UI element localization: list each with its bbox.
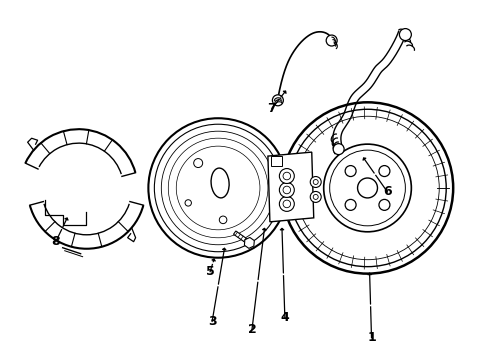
Circle shape (399, 28, 412, 41)
Polygon shape (245, 238, 254, 248)
Circle shape (379, 166, 390, 176)
Circle shape (324, 144, 412, 232)
Circle shape (161, 131, 275, 245)
Circle shape (283, 200, 291, 208)
Text: 4: 4 (280, 311, 289, 324)
Circle shape (148, 118, 288, 258)
Circle shape (330, 150, 405, 226)
Circle shape (345, 199, 356, 210)
Circle shape (282, 102, 453, 274)
Circle shape (176, 146, 260, 230)
Circle shape (168, 138, 268, 238)
Circle shape (310, 176, 321, 188)
Circle shape (296, 116, 439, 260)
Text: 2: 2 (247, 323, 256, 336)
Circle shape (220, 216, 227, 224)
Circle shape (283, 186, 291, 194)
Text: 6: 6 (383, 185, 392, 198)
Polygon shape (234, 231, 250, 244)
Circle shape (279, 168, 294, 184)
Text: 8: 8 (51, 235, 60, 248)
Text: 1: 1 (367, 331, 376, 344)
Circle shape (358, 178, 377, 198)
Circle shape (289, 109, 446, 267)
Circle shape (310, 192, 321, 202)
Circle shape (154, 124, 282, 252)
Text: 7: 7 (268, 102, 276, 115)
Polygon shape (268, 152, 314, 222)
Circle shape (326, 35, 337, 46)
Text: 5: 5 (206, 265, 215, 278)
Circle shape (313, 194, 318, 199)
Circle shape (279, 197, 294, 211)
Circle shape (185, 200, 192, 206)
Circle shape (194, 159, 203, 167)
Ellipse shape (211, 168, 229, 198)
Circle shape (283, 172, 291, 180)
Circle shape (313, 180, 318, 184)
Text: 3: 3 (208, 315, 217, 328)
Circle shape (279, 183, 294, 197)
Circle shape (379, 199, 390, 210)
Circle shape (333, 144, 344, 154)
Circle shape (272, 95, 283, 106)
Circle shape (345, 166, 356, 176)
